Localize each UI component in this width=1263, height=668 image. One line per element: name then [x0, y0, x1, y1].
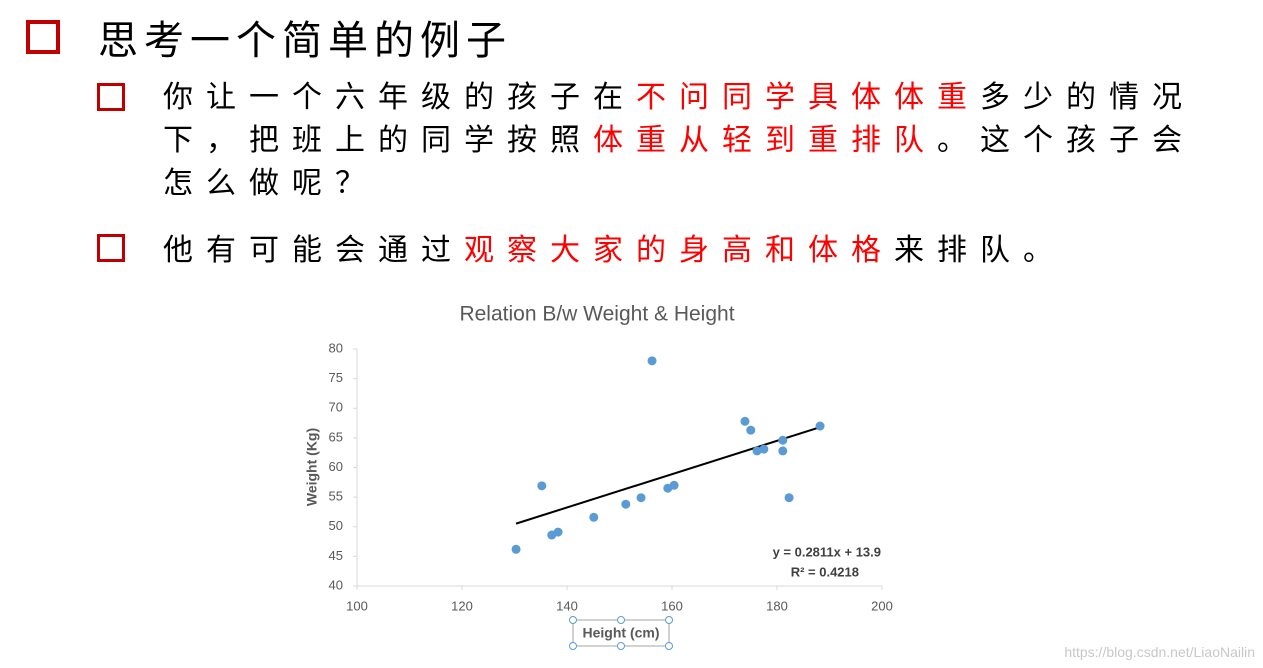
y-tick-label: 65 [329, 429, 343, 444]
point [759, 444, 769, 454]
x-tick-label: 180 [766, 598, 788, 613]
y-tick-label: 80 [329, 340, 343, 355]
point [647, 356, 657, 366]
highlighted-text: 不问同学具体体重 [636, 80, 980, 115]
y-tick-label: 60 [329, 459, 343, 474]
text: 他有可能会通过 [163, 233, 464, 268]
point [740, 416, 750, 426]
y-tick-label: 70 [329, 400, 343, 415]
point [511, 544, 521, 554]
trend-equation: y = 0.2811x + 13.9 [773, 544, 881, 559]
point [669, 480, 679, 490]
x-tick-label: 120 [451, 598, 473, 613]
point [553, 527, 563, 537]
x-axis-title: Height (cm) [583, 625, 660, 641]
trend-r2: R² = 0.4218 [791, 564, 859, 579]
point [589, 512, 599, 522]
selection-handle [617, 642, 625, 650]
chart-title: Relation B/w Weight & Height [459, 303, 734, 326]
point [621, 499, 631, 509]
selection-handle [569, 616, 577, 624]
point [537, 481, 547, 491]
highlighted-text: 体重从轻到重排队 [593, 123, 937, 158]
trendline [515, 426, 821, 525]
watermark: https://blog.csdn.net/LiaoNailin [1064, 644, 1255, 660]
chart: Relation B/w Weight & Height Weight (Kg)… [304, 303, 893, 650]
point [778, 446, 788, 456]
x-tick-label: 140 [556, 598, 578, 613]
y-tick-label: 75 [329, 370, 343, 385]
text: 。这个孩子会怎么做呢？ [163, 123, 1195, 201]
point [636, 493, 646, 503]
bullet-icon [97, 234, 125, 262]
selection-handle [665, 616, 673, 624]
text: 来排队。 [894, 233, 1066, 268]
y-tick-label: 45 [329, 548, 343, 563]
selection-handle [665, 642, 673, 650]
text: 多少的情况下，把班上的同学按照 [163, 80, 1195, 158]
selection-handle [569, 642, 577, 650]
title-bullet [26, 20, 60, 54]
y-tick-label: 40 [329, 577, 343, 592]
bullet-icon [97, 83, 125, 111]
point [778, 435, 788, 445]
highlighted-text: 观察大家的身高和体格 [464, 233, 894, 268]
slide-title: 思考一个简单的例子 [98, 18, 512, 64]
point [815, 421, 825, 431]
selection-handle [617, 616, 625, 624]
x-tick-label: 160 [661, 598, 683, 613]
point [784, 493, 794, 503]
bullet-text: 你让一个六年级的孩子在不问同学具体体重多少的情况下，把班上的同学按照体重从轻到重… [163, 76, 1208, 205]
y-tick-label: 50 [329, 518, 343, 533]
x-tick-label: 200 [871, 598, 893, 613]
bullet-text: 他有可能会通过观察大家的身高和体格来排队。 [163, 229, 1208, 272]
point [752, 446, 762, 456]
text: 你让一个六年级的孩子在 [163, 80, 636, 115]
y-tick-label: 55 [329, 489, 343, 504]
y-axis-title: Weight (Kg) [304, 428, 320, 506]
x-tick-label: 100 [346, 598, 368, 613]
point [746, 425, 756, 435]
